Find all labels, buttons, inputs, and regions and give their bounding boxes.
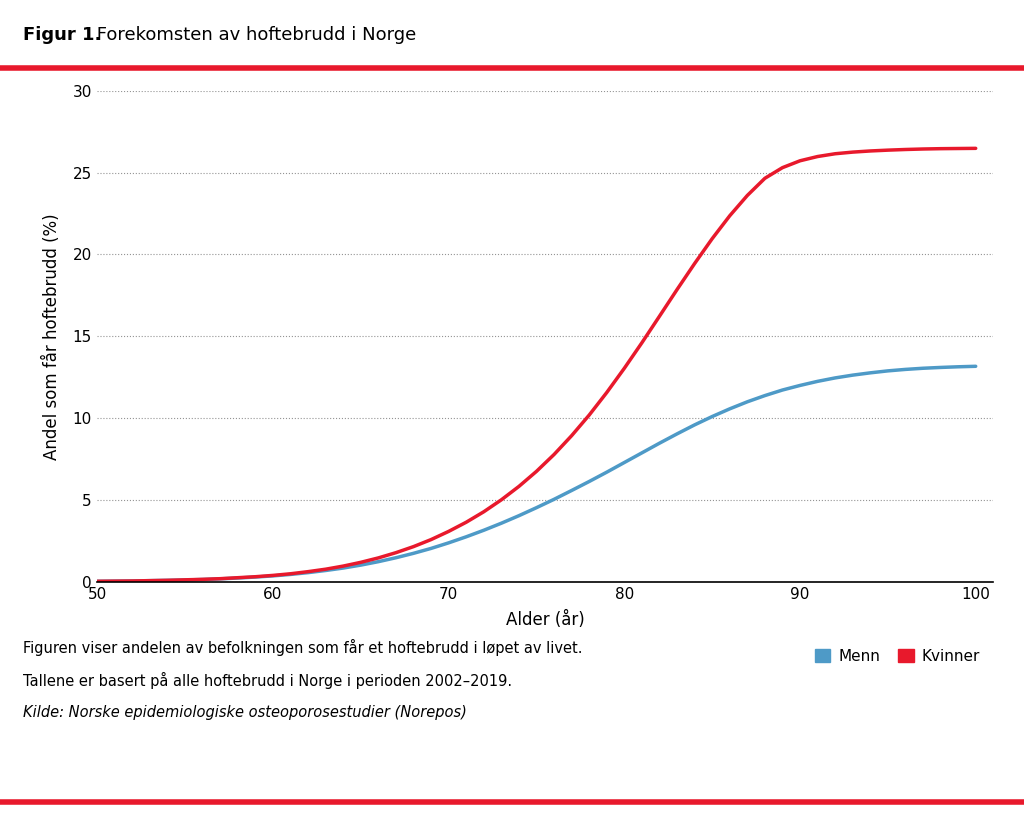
Text: Figuren viser andelen av befolkningen som får et hoftebrudd i løpet av livet.: Figuren viser andelen av befolkningen so…: [23, 639, 582, 657]
X-axis label: Alder (år): Alder (år): [506, 610, 585, 629]
Text: Figur 1.: Figur 1.: [23, 26, 101, 45]
Y-axis label: Andel som får hoftebrudd (%): Andel som får hoftebrudd (%): [43, 213, 61, 460]
Text: Tallene er basert på alle hoftebrudd i Norge i perioden 2002–2019.: Tallene er basert på alle hoftebrudd i N…: [23, 672, 512, 690]
Text: Forekomsten av hoftebrudd i Norge: Forekomsten av hoftebrudd i Norge: [91, 26, 417, 45]
Text: Kilde: Norske epidemiologiske osteoporosestudier (Norepos): Kilde: Norske epidemiologiske osteoporos…: [23, 705, 466, 720]
Legend: Menn, Kvinner: Menn, Kvinner: [809, 643, 986, 670]
